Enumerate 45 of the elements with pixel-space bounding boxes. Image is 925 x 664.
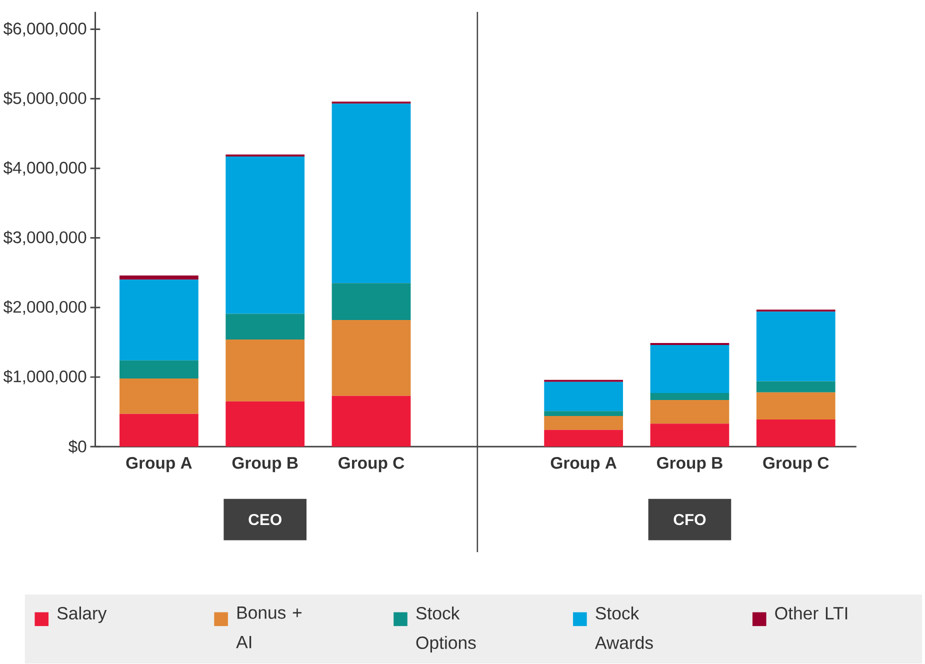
- bar: [756, 381, 836, 393]
- y-tick-label: $0: [68, 440, 86, 454]
- y-tick-label: $5,000,000: [3, 92, 86, 106]
- legend-label: Other LTI: [775, 606, 848, 620]
- text: CEO: [248, 514, 282, 526]
- bar: [332, 396, 411, 447]
- bar: [332, 104, 411, 284]
- x-tick-label: Group A: [550, 457, 617, 472]
- legend-label: Bonus + AI: [236, 606, 302, 648]
- bar: [544, 416, 623, 430]
- bar: [544, 411, 623, 416]
- y-tick-label: $2,000,000: [3, 300, 86, 315]
- bar: [226, 402, 305, 447]
- bar: [332, 283, 411, 320]
- y-tick-label: $1,000,000: [3, 370, 86, 385]
- legend-label: Stock Awards: [594, 606, 653, 650]
- bar: [756, 420, 836, 447]
- bar: [226, 340, 305, 402]
- y-tick-label: $3,000,000: [3, 230, 86, 246]
- bar: [650, 400, 730, 424]
- y-tick-label: $4,000,000: [3, 161, 86, 176]
- bar: [756, 392, 836, 420]
- legend-label: Salary: [57, 606, 107, 624]
- x-tick-label: Group B: [232, 457, 298, 472]
- x-tick-label: Group C: [338, 457, 404, 472]
- bar: [650, 424, 730, 447]
- bar: [544, 430, 623, 447]
- bar: [650, 345, 730, 394]
- x-tick-label: Group C: [763, 457, 829, 472]
- text: CFO: [674, 514, 706, 526]
- bar: [226, 314, 305, 340]
- bar: [650, 393, 730, 400]
- legend-label: Stock Options: [416, 606, 476, 653]
- bar: [120, 276, 198, 280]
- bar: [756, 312, 836, 382]
- bar: [120, 360, 198, 379]
- bar: [332, 320, 411, 396]
- y-tick-label: $6,000,000: [3, 22, 86, 37]
- bar: [120, 280, 198, 361]
- bar: [226, 156, 305, 314]
- x-tick-label: Group A: [126, 457, 192, 472]
- bar: [544, 382, 623, 412]
- bar: [120, 414, 198, 447]
- bar: [120, 378, 198, 414]
- x-tick-label: Group B: [657, 457, 722, 472]
